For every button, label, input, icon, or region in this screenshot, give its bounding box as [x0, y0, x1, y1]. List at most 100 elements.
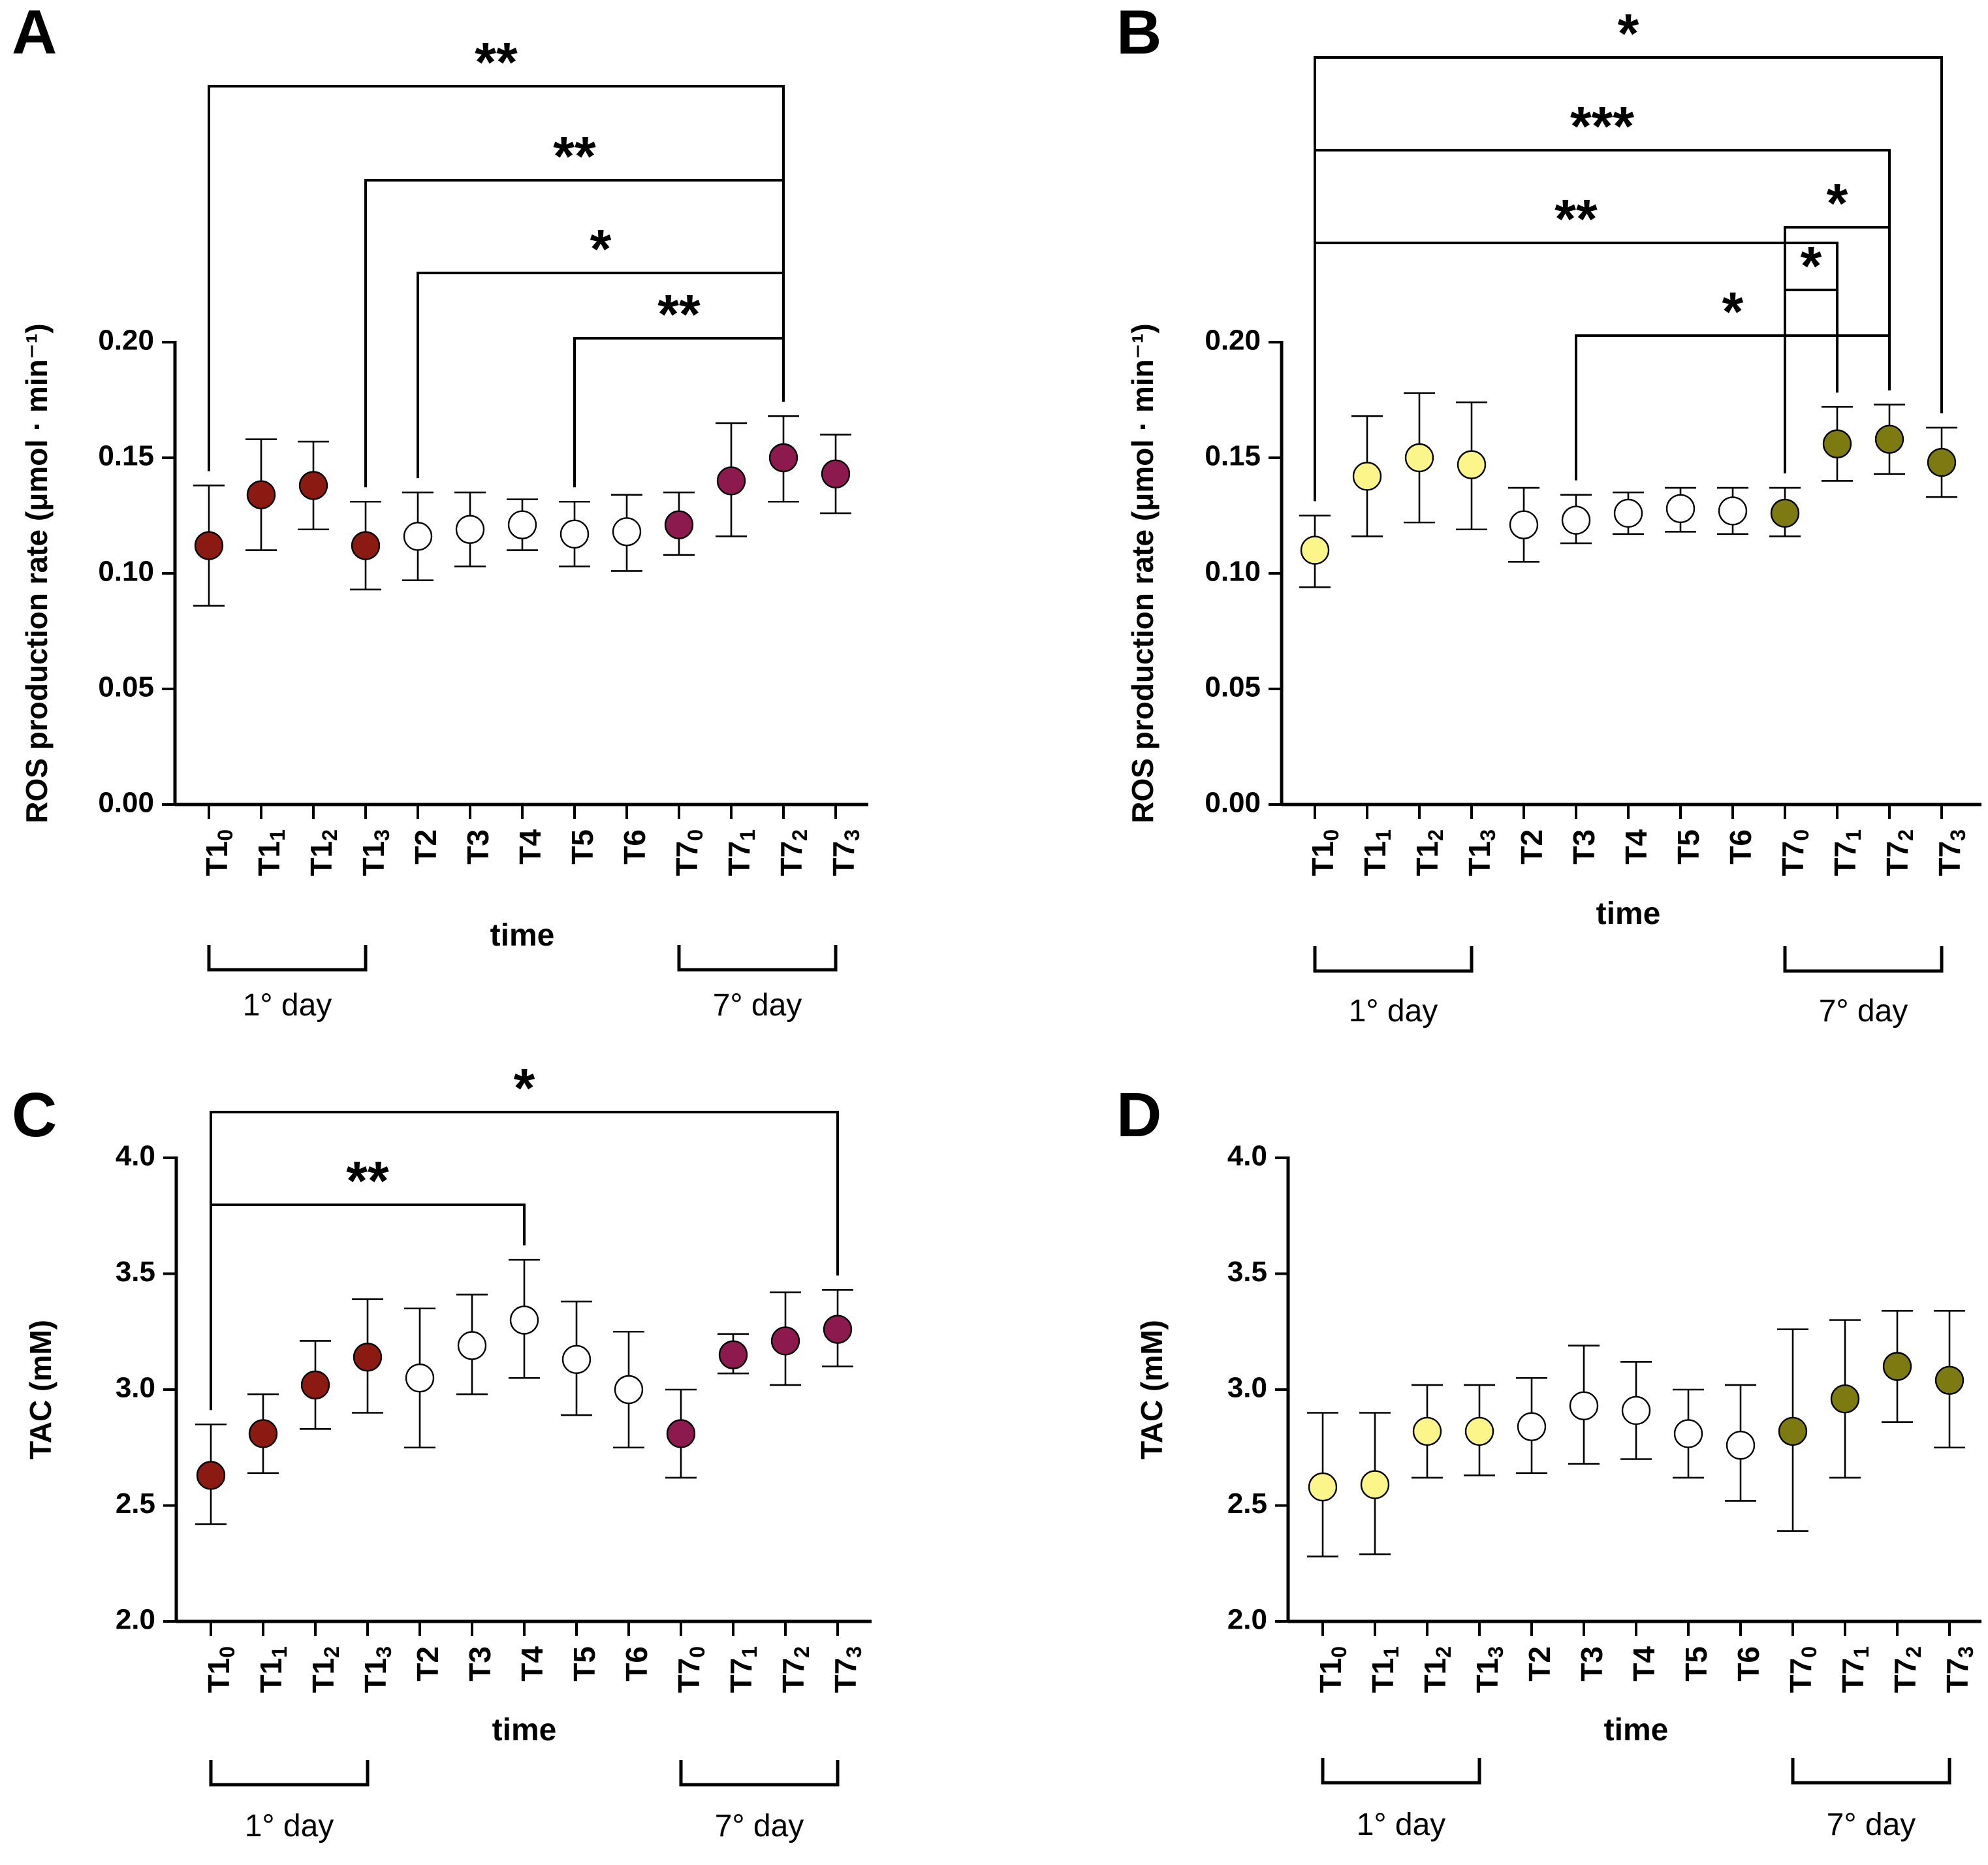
panel-a: A 0.00 0.05 0.10 0.15 0.20 ROS production rate…: [12, 0, 868, 1023]
group-label: 7° day: [715, 1809, 804, 1843]
x-tick-subscript: 1: [736, 829, 759, 841]
y-tick-label: 0.10: [1205, 556, 1261, 588]
group-bracket: [677, 945, 838, 972]
data-point: [666, 1419, 696, 1448]
x-tick-subscript: 0: [215, 1646, 239, 1658]
x-tick-subscript: 2: [318, 829, 341, 841]
x-tick-subscript: 1: [1842, 829, 1865, 841]
x-tick-label: T70: [670, 829, 707, 876]
y-tick-label: 0.05: [1205, 671, 1261, 703]
data-point: [770, 1326, 800, 1356]
data-point: [1412, 1416, 1442, 1446]
x-tick-label: T4: [1627, 1646, 1661, 1682]
group-bracket: [207, 945, 368, 972]
y-tick-label: 0.00: [98, 787, 154, 819]
data-point: [823, 1315, 853, 1344]
panel-label: B: [1116, 0, 1161, 67]
data-point: [1561, 505, 1591, 535]
x-tick-subscript: 3: [1476, 829, 1500, 841]
x-tick-subscript: 2: [788, 829, 812, 841]
group-label: 1° day: [1357, 1808, 1446, 1842]
x-tick-subscript: 1: [268, 1646, 291, 1658]
data-point: [351, 531, 381, 560]
x-axis-title: time: [1604, 1713, 1669, 1747]
x-tick-label: T10: [1314, 1646, 1351, 1693]
y-tick-label: 2.5: [1227, 1488, 1267, 1520]
x-tick-label: T3: [1575, 1646, 1609, 1682]
x-tick-label: T11: [252, 829, 289, 876]
x-tick-label: T70: [1776, 829, 1813, 876]
x-tick-label: T11: [1366, 1646, 1403, 1693]
y-axis-title: ROS production rate (μmol · min⁻¹): [1126, 323, 1160, 823]
y-tick-label: 0.20: [98, 325, 154, 357]
x-tick-subscript: 3: [372, 1646, 396, 1658]
significance-stars: *: [514, 1057, 535, 1119]
x-tick-subscript: 0: [213, 829, 237, 841]
y-tick-label: 2.5: [116, 1488, 155, 1520]
x-tick-subscript: 3: [842, 1646, 866, 1658]
y-tick-label: 0.20: [1205, 325, 1261, 357]
x-tick-label: T10: [1306, 829, 1343, 876]
x-tick-subscript: 2: [1894, 829, 1917, 841]
significance-stars: **: [475, 31, 518, 93]
data-point: [1300, 535, 1330, 565]
x-tick-subscript: 0: [684, 829, 707, 841]
y-tick-label: 0.10: [98, 556, 154, 588]
x-tick-label: T70: [672, 1646, 709, 1693]
x-axis-title: time: [492, 1713, 557, 1747]
data-point: [1726, 1430, 1756, 1460]
x-tick-label: T13: [1462, 829, 1500, 876]
x-tick-label: T4: [513, 829, 547, 865]
data-point: [298, 471, 328, 500]
significance-stars: **: [657, 283, 701, 345]
x-tick-label: T12: [304, 829, 341, 876]
x-tick-label: T71: [722, 829, 759, 876]
x-tick-label: T12: [1410, 829, 1447, 876]
group-bracket: [679, 1760, 840, 1787]
significance-stars: *: [1801, 235, 1822, 296]
x-tick-subscript: 3: [840, 829, 864, 841]
data-point: [248, 1419, 278, 1448]
x-tick-subscript: 3: [1484, 1646, 1507, 1658]
panel-label: D: [1116, 1080, 1161, 1150]
panel-c: C 2.0 2.5 3.0 3.5 4.0 TAC (mM) T10 T11 T12 T13 T2 T3…: [12, 1057, 872, 1843]
data-point: [457, 1331, 487, 1360]
y-tick-label: 2.0: [1227, 1604, 1267, 1636]
data-point: [1822, 429, 1852, 458]
data-point: [718, 1340, 748, 1369]
x-tick-subscript: 1: [1372, 829, 1395, 841]
data-point: [1718, 496, 1748, 526]
x-tick-label: T72: [774, 829, 812, 876]
x-tick-subscript: 2: [1424, 829, 1447, 841]
group-bracket: [209, 1760, 370, 1787]
data-point: [353, 1343, 383, 1372]
significance-bracket: [1314, 149, 1891, 502]
data-point: [1874, 424, 1904, 454]
significance-stars: *: [1618, 3, 1639, 64]
data-point: [300, 1370, 330, 1400]
data-point: [1621, 1395, 1651, 1426]
x-tick-label: T73: [1933, 829, 1970, 876]
data-point: [1673, 1419, 1703, 1448]
data-point: [1830, 1384, 1860, 1414]
x-tick-subscript: 2: [1902, 1646, 1925, 1658]
group-bracket: [1791, 1758, 1951, 1785]
data-point: [1778, 1416, 1808, 1446]
data-point: [1517, 1412, 1547, 1442]
x-tick-label: T72: [1880, 829, 1917, 876]
x-tick-label: T3: [461, 829, 495, 865]
data-point: [1934, 1365, 1964, 1395]
x-axis-title: time: [490, 918, 555, 953]
y-tick-label: 3.0: [116, 1372, 155, 1404]
group-label: 1° day: [245, 1809, 334, 1843]
x-tick-label: T3: [463, 1646, 497, 1682]
data-point: [509, 1305, 539, 1335]
x-tick-label: T6: [1724, 829, 1758, 865]
x-tick-label: T3: [1567, 829, 1601, 865]
significance-bracket: [210, 1203, 526, 1411]
x-tick-label: T11: [1358, 829, 1395, 876]
data-point: [821, 459, 851, 488]
panel-b: B 0.00 0.05 0.10 0.15 0.20 ROS production rate…: [1116, 0, 1981, 1028]
significance-bracket: [1575, 334, 1891, 481]
data-point: [1352, 462, 1382, 491]
